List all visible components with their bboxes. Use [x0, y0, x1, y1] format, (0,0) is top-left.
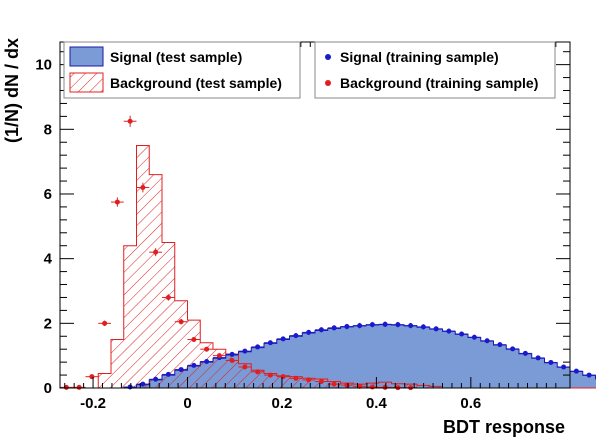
- signal-training-point: [535, 355, 541, 361]
- signal-training-point: [459, 331, 465, 337]
- legend-background-training-label: Background (training sample): [340, 75, 538, 91]
- y-axis-title: (1/N) dN / dx: [2, 38, 22, 143]
- signal-training-point: [280, 336, 286, 342]
- signal-training-point: [586, 372, 592, 378]
- signal-training-point: [255, 344, 261, 350]
- x-tick-label: -0.2: [80, 395, 106, 412]
- signal-training-point: [127, 384, 133, 390]
- background-training-point: [114, 199, 120, 205]
- y-tick-label: 6: [44, 186, 52, 203]
- y-tick-label: 4: [44, 251, 53, 268]
- background-training-point: [140, 185, 146, 191]
- legend-signal-test-swatch: [69, 46, 104, 67]
- background-training-point: [165, 294, 171, 300]
- y-tick-label: 0: [44, 380, 52, 397]
- signal-training-point: [267, 340, 273, 346]
- legend-training-frame: [314, 41, 556, 99]
- legend-signal-test-label: Signal (test sample): [110, 49, 242, 65]
- signal-training-point: [395, 322, 401, 328]
- background-training-point: [280, 374, 286, 380]
- signal-training-point: [357, 323, 363, 329]
- signal-training-point: [318, 327, 324, 333]
- background-training-point: [153, 249, 159, 255]
- signal-training-point: [408, 323, 414, 329]
- signal-training-point: [420, 324, 426, 330]
- background-training-point: [191, 336, 197, 342]
- background-training-point: [89, 374, 95, 380]
- background-training-point: [369, 384, 375, 390]
- background-training-point: [204, 346, 210, 352]
- signal-training-point: [510, 346, 516, 352]
- signal-training-point: [433, 326, 439, 332]
- legend-background-test-label: Background (test sample): [110, 75, 282, 91]
- legend-test: Signal (test sample) Background (test sa…: [63, 41, 301, 99]
- background-training-point: [382, 384, 388, 390]
- background-training-point: [178, 319, 184, 325]
- x-tick-label: 0.6: [460, 395, 481, 412]
- legend-background-test-swatch: [69, 72, 104, 93]
- signal-training-point: [293, 333, 299, 339]
- signal-training-point: [306, 329, 312, 335]
- background-training-point: [318, 379, 324, 385]
- signal-training-point: [522, 350, 528, 356]
- legend-signal-training-label: Signal (training sample): [340, 49, 499, 65]
- legend-training: Signal (training sample) Background (tra…: [314, 41, 556, 99]
- background-training-point: [76, 384, 82, 390]
- x-tick-label: 0.4: [366, 395, 388, 412]
- background-training-point: [267, 372, 273, 378]
- y-tick-label: 8: [44, 121, 52, 138]
- signal-training-point: [204, 358, 210, 364]
- y-tick-label: 10: [35, 57, 52, 74]
- signal-training-point: [191, 362, 197, 368]
- signal-training-point: [446, 328, 452, 334]
- signal-training-point: [153, 376, 159, 382]
- x-tick-label: 0.2: [272, 395, 293, 412]
- signal-training-point: [471, 334, 477, 340]
- signal-training-point: [344, 324, 350, 330]
- x-axis-title: BDT response: [443, 417, 565, 437]
- background-training-point: [216, 353, 222, 359]
- background-training-point: [242, 364, 248, 370]
- signal-training-point: [178, 367, 184, 373]
- signal-training-point: [331, 325, 337, 331]
- signal-training-point: [242, 348, 248, 354]
- signal-training-point: [497, 342, 503, 348]
- signal-training-point: [573, 368, 579, 374]
- signal-training-point: [369, 322, 375, 328]
- signal-training-point: [548, 359, 554, 365]
- background-training-point: [344, 382, 350, 388]
- background-training-point: [102, 320, 108, 326]
- signal-training-point: [484, 338, 490, 344]
- background-training-point: [255, 369, 261, 375]
- signal-training-point: [140, 381, 146, 387]
- y-tick-label: 2: [44, 315, 52, 332]
- signal-training-point: [165, 371, 171, 377]
- signal-training-point: [382, 321, 388, 327]
- background-training-point: [293, 375, 299, 381]
- signal-training-point: [229, 351, 235, 357]
- background-training-point: [229, 358, 235, 364]
- background-training-point: [306, 377, 312, 383]
- legend-signal-training-marker: [325, 54, 331, 60]
- background-training-point: [127, 118, 133, 124]
- legend-background-training-marker: [325, 80, 331, 86]
- x-tick-label: 0: [183, 395, 191, 412]
- signal-training-point: [561, 364, 567, 370]
- background-training-point: [331, 381, 337, 387]
